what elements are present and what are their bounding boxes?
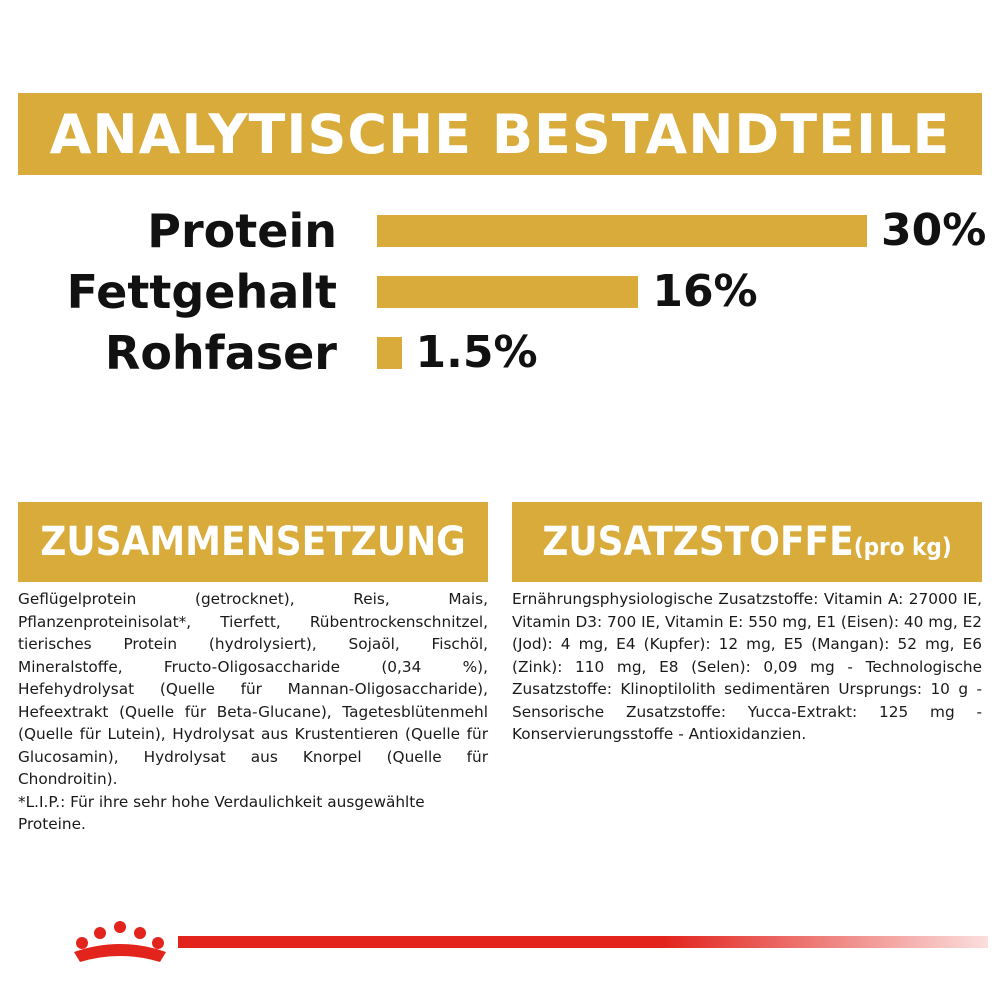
additives-title: ZUSATZSTOFFE(pro kg) (542, 519, 951, 565)
brand-stripe (178, 936, 988, 948)
nutrient-bar (377, 337, 402, 369)
nutrient-bar (377, 215, 867, 247)
nutrient-label: Rohfaser (104, 326, 337, 380)
nutrient-label: Fettgehalt (66, 265, 337, 319)
additives-unit: (pro kg) (853, 533, 952, 561)
nutrient-bar (377, 276, 639, 308)
additives-body: Ernährungsphysiologische Zusatzstoffe: V… (512, 588, 982, 746)
royal-crown-icon (74, 921, 166, 962)
analytics-title: ANALYTISCHE BESTANDTEILE (49, 102, 951, 166)
additives-text: Ernährungsphysiologische Zusatzstoffe: V… (512, 590, 982, 743)
nutrient-row-protein: Protein 30% (0, 201, 1000, 261)
nutrient-row-fiber: Rohfaser 1.5% (0, 323, 1000, 383)
composition-footnote: *L.I.P.: Für ihre sehr hohe Verdaulichke… (18, 792, 425, 834)
nutrient-label: Protein (147, 204, 337, 258)
composition-header: ZUSAMMENSETZUNG (18, 502, 488, 582)
additives-title-text: ZUSATZSTOFFE (542, 519, 854, 565)
additives-header: ZUSATZSTOFFE(pro kg) (512, 502, 982, 582)
nutrient-row-fat: Fettgehalt 16% (0, 262, 1000, 322)
analytics-banner: ANALYTISCHE BESTANDTEILE (18, 93, 982, 175)
composition-title: ZUSAMMENSETZUNG (40, 519, 466, 565)
composition-body: Geflügelprotein (getrocknet), Reis, Mais… (18, 588, 488, 836)
nutrient-value: 1.5% (415, 327, 538, 378)
nutrient-value: 16% (652, 266, 758, 317)
composition-text: Geflügelprotein (getrocknet), Reis, Mais… (18, 590, 488, 788)
nutrient-value: 30% (881, 205, 987, 256)
